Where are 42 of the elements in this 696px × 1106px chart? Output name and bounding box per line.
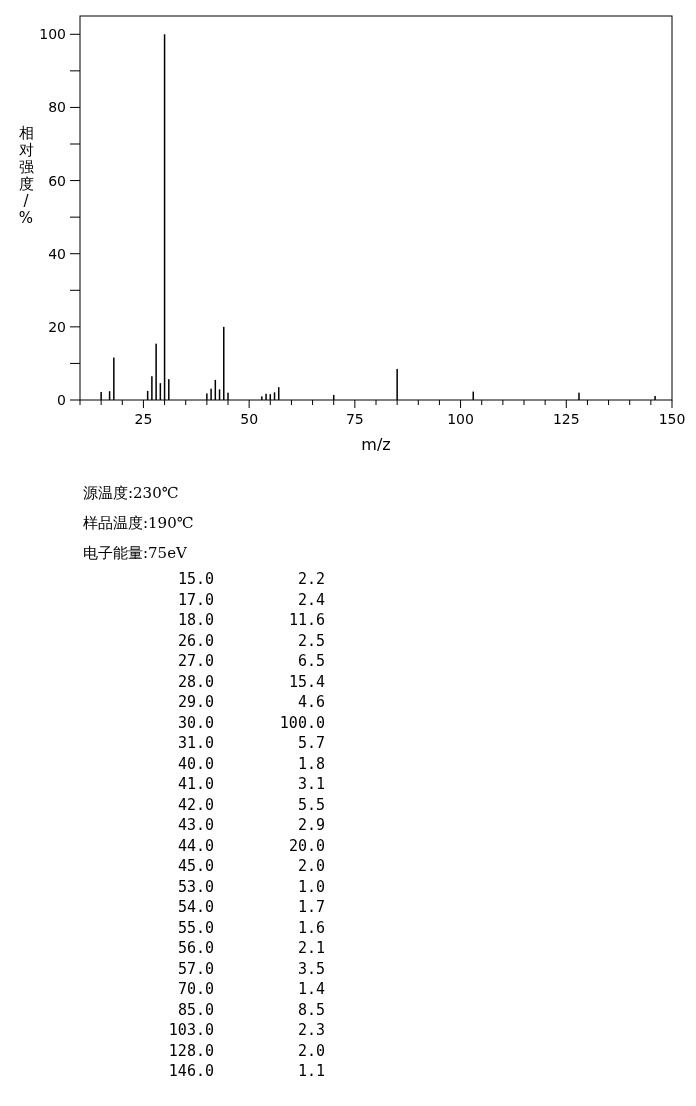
text: 电子能量:75eV: [83, 544, 189, 562]
text: 31.0 5.7: [177, 734, 325, 752]
text: 41.0 3.1: [177, 775, 325, 793]
text: 56.0 2.1: [177, 939, 325, 957]
text: 53.0 1.0: [177, 877, 325, 896]
text: 30.0 100.0: [177, 713, 325, 732]
text: 45.0 2.0: [177, 857, 325, 875]
text: 85.0 8.5: [177, 1000, 325, 1019]
y-axis-title: 相对强度/%: [18, 124, 34, 227]
x-tick-label: 25: [134, 411, 153, 427]
text: 样品温度:190℃: [83, 514, 194, 532]
text: 源温度:230℃: [83, 484, 179, 502]
text: 57.0 3.5: [177, 959, 325, 978]
text: 28.0 15.4: [177, 672, 325, 691]
x-tick-label: 125: [552, 411, 580, 427]
text: 70.0 1.4: [177, 980, 325, 998]
x-tick-label: 75: [345, 411, 364, 427]
y-tick-label: 100: [39, 26, 66, 43]
y-tick-label: 60: [48, 172, 66, 189]
y-tick-label: 80: [48, 99, 66, 116]
text: 29.0 4.6: [177, 693, 325, 711]
x-tick-label: 100: [447, 411, 474, 427]
text: 15.0 2.2: [177, 570, 325, 588]
y-tick-label: 0: [57, 392, 66, 408]
text: 43.0 2.9: [177, 816, 325, 834]
text: 103.0 2.3: [168, 1021, 325, 1039]
text: 26.0 2.5: [177, 631, 325, 650]
text: 27.0 6.5: [177, 652, 325, 670]
text: 18.0 11.6: [177, 611, 325, 629]
text: 44.0 20.0: [177, 836, 325, 855]
text: 128.0 2.0: [168, 1041, 325, 1060]
text: 146.0 1.1: [168, 1062, 325, 1080]
text: 42.0 5.5: [177, 795, 325, 814]
text: 55.0 1.6: [177, 918, 325, 937]
y-tick-label: 20: [48, 318, 66, 335]
text: 17.0 2.4: [177, 590, 325, 609]
y-tick-label: 40: [48, 245, 66, 262]
x-tick-label: 150: [658, 411, 686, 427]
text: 54.0 1.7: [177, 898, 325, 916]
x-tick-label: 50: [240, 411, 259, 427]
x-axis-title: m/z: [361, 435, 391, 454]
text: 40.0 1.8: [177, 754, 325, 773]
